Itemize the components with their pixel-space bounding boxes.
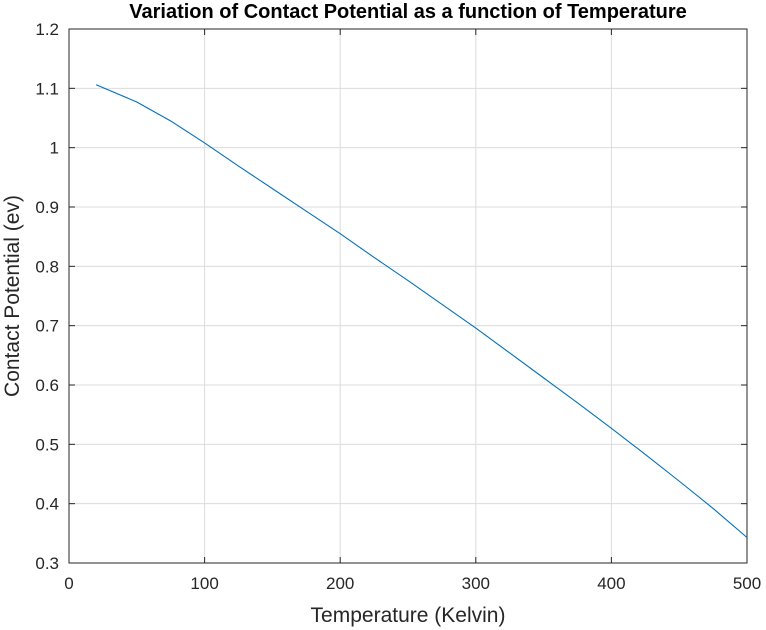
x-tick-label: 0 — [64, 574, 73, 593]
y-tick-label: 1.2 — [35, 20, 59, 39]
x-tick-label: 500 — [733, 574, 761, 593]
y-axis-label: Contact Potential (ev) — [1, 195, 24, 397]
series-layer — [95, 84, 748, 538]
grid — [69, 29, 747, 563]
x-tick-label: 200 — [326, 574, 354, 593]
x-tick-label: 100 — [190, 574, 218, 593]
x-axis-label: Temperature (Kelvin) — [311, 604, 506, 627]
y-tick-label: 1 — [50, 139, 59, 158]
plot-frame — [68, 28, 748, 564]
chart-title: Variation of Contact Potential as a func… — [129, 1, 686, 23]
y-tick-label: 1.1 — [35, 79, 59, 98]
y-tick-label: 0.8 — [35, 257, 59, 276]
ticks: 0 100 200 300 400 500 0.3 0.4 0.5 0.6 0.7 0.8 0.9 1 1.… — [35, 20, 761, 593]
x-tick-label: 400 — [597, 574, 625, 593]
y-tick-label: 0.3 — [35, 554, 59, 573]
y-tick-label: 0.6 — [35, 376, 59, 395]
series-line — [95, 84, 748, 538]
y-tick-label: 0.9 — [35, 198, 59, 217]
y-tick-label: 0.5 — [35, 435, 59, 454]
y-tick-label: 0.4 — [35, 495, 59, 514]
x-tick-label: 300 — [462, 574, 490, 593]
y-tick-label: 0.7 — [35, 317, 59, 336]
